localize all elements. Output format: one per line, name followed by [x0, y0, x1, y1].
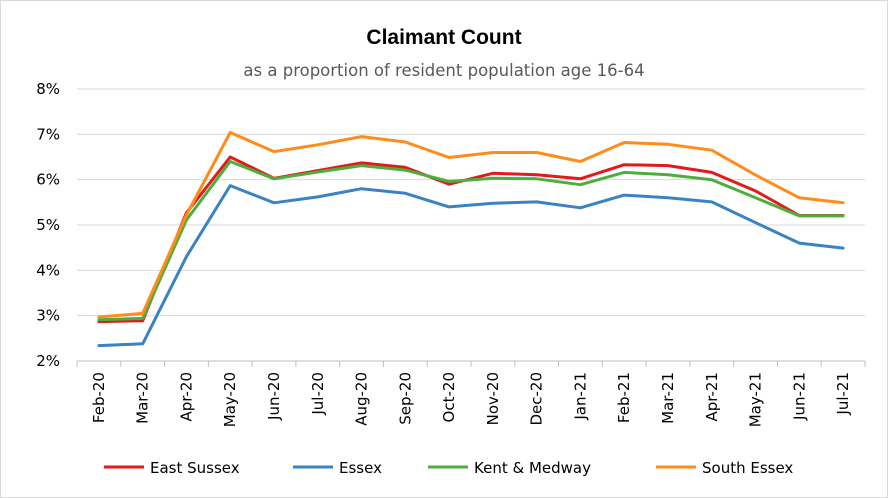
x-tick-label: Feb-21: [615, 372, 633, 423]
x-tick-label: Apr-21: [703, 372, 721, 422]
chart-title: Claimant Count: [366, 26, 521, 49]
y-tick-label: 7%: [36, 125, 60, 143]
y-tick-label: 3%: [36, 307, 60, 325]
x-tick-label: Jan-21: [571, 372, 589, 421]
x-tick-label: Aug-20: [353, 372, 371, 426]
legend: East Sussex Essex Kent & Medway South Essex: [104, 459, 793, 477]
legend-label: South Essex: [702, 459, 793, 477]
series-line: [97, 184, 845, 348]
x-tick-label: May-20: [221, 372, 239, 427]
series-lines: [97, 131, 845, 348]
x-tick-label: Dec-20: [528, 372, 546, 426]
legend-label: Kent & Medway: [474, 459, 591, 477]
x-tick-label: Feb-20: [90, 372, 108, 423]
x-tick-label: Jul-20: [309, 372, 327, 416]
x-tick-label: Jul-21: [834, 372, 852, 416]
legend-label: Essex: [339, 459, 382, 477]
x-tick-label: Mar-21: [659, 372, 677, 424]
series-line: [97, 131, 845, 319]
y-tick-label: 8%: [36, 80, 60, 98]
x-tick-label: May-21: [747, 372, 765, 427]
series-line: [97, 160, 845, 322]
y-tick-label: 6%: [36, 171, 60, 189]
x-tick-label: Nov-20: [484, 372, 502, 425]
x-tick-label: Oct-20: [440, 372, 458, 422]
chart-subtitle: as a proportion of resident population a…: [243, 61, 644, 80]
legend-label: East Sussex: [150, 459, 240, 477]
x-tick-label: Jun-21: [790, 372, 808, 421]
x-tick-label: Sep-20: [396, 372, 414, 425]
y-tick-label: 2%: [36, 352, 60, 370]
x-tick-label: Mar-20: [134, 372, 152, 424]
y-tick-label: 5%: [36, 216, 60, 234]
gridlines: [77, 88, 865, 317]
y-tick-label: 4%: [36, 261, 60, 279]
y-axis-tick-labels: 2% 3% 4% 5% 6% 7% 8%: [36, 80, 60, 370]
x-tick-label: Jun-20: [265, 372, 283, 421]
x-axis: [76, 360, 866, 367]
x-tick-label: Apr-20: [177, 372, 195, 422]
x-axis-tick-labels: Feb-20 Mar-20 Apr-20 May-20 Jun-20 Jul-20 Aug-…: [90, 372, 852, 427]
series-line: [97, 155, 845, 324]
